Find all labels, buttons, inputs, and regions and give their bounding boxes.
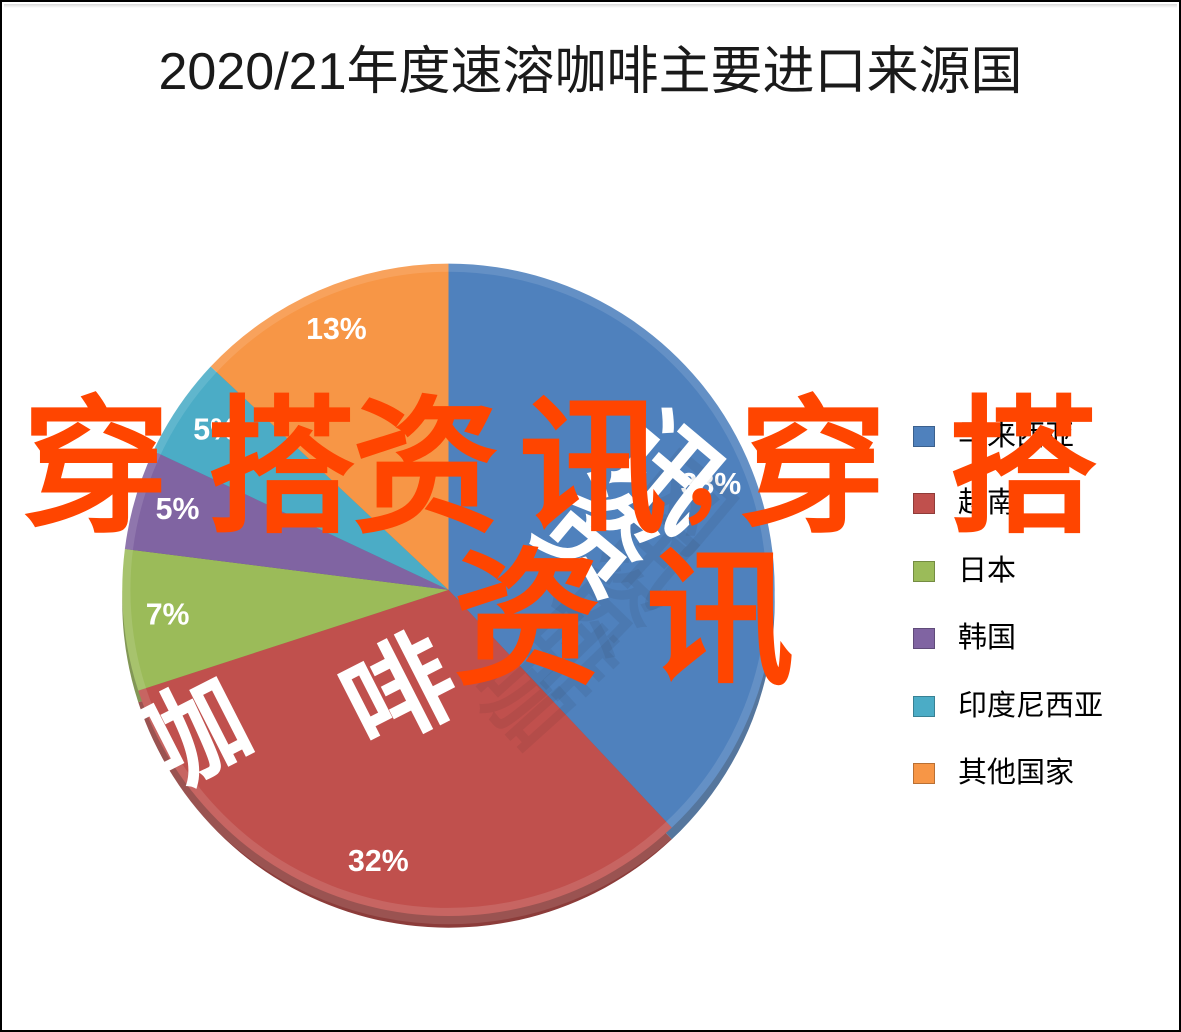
svg-text:13%: 13% <box>306 313 367 346</box>
svg-text:5%: 5% <box>193 413 237 446</box>
svg-text:38%: 38% <box>681 468 742 501</box>
svg-text:32%: 32% <box>348 845 409 878</box>
svg-text:7%: 7% <box>146 598 190 631</box>
svg-text:5%: 5% <box>156 493 200 526</box>
